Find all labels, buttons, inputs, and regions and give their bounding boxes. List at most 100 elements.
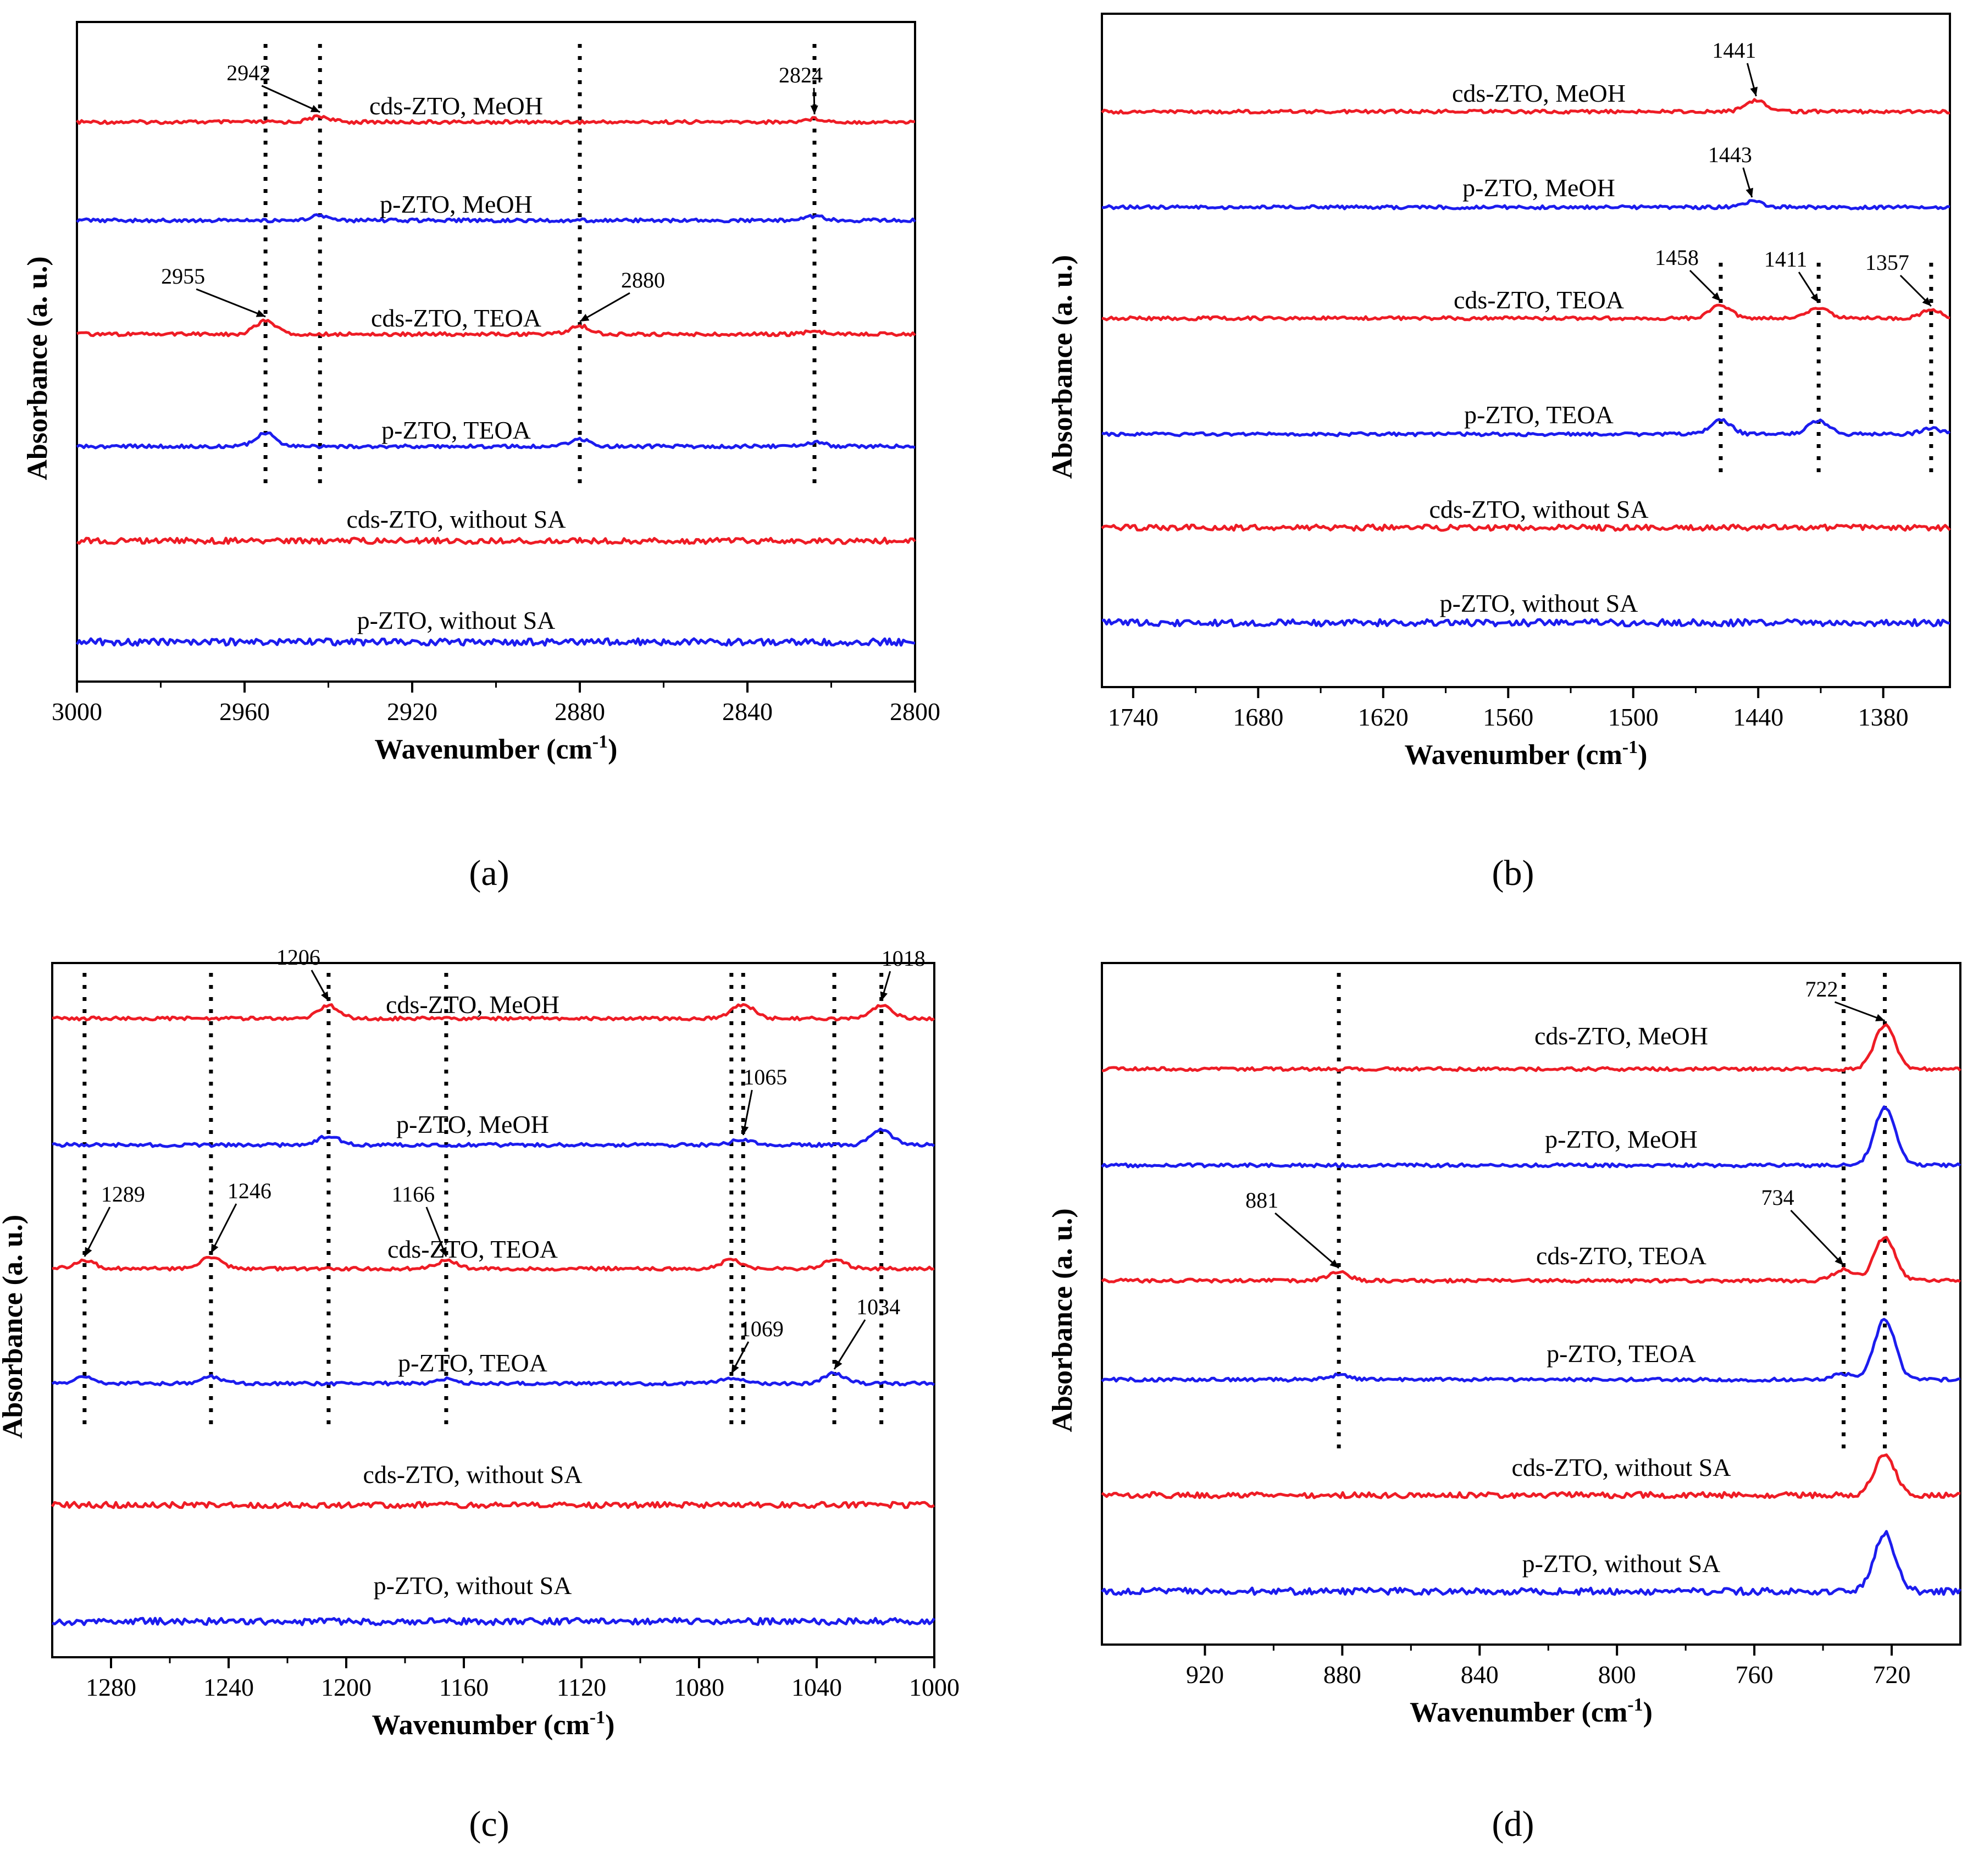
- x-tick-label: 2840: [722, 698, 773, 726]
- peak-annotation: 1069: [740, 1316, 784, 1341]
- x-axis-label: Wavenumber (cm-1): [375, 732, 618, 765]
- arrow-head: [880, 991, 888, 1001]
- peak-annotation: 2942: [226, 60, 270, 85]
- peak-annotation: 1289: [101, 1182, 145, 1207]
- spectrum-trace: [1101, 1236, 1961, 1284]
- arrow-head: [1875, 1014, 1885, 1021]
- annotation-arrow: [196, 288, 266, 318]
- spectrum-trace: [1101, 98, 1950, 115]
- annotation-arrow: [210, 1203, 237, 1254]
- trace-label: p-ZTO, MeOH: [396, 1110, 549, 1138]
- x-tick-label: 1440: [1733, 703, 1783, 731]
- arrow-head: [1810, 293, 1819, 303]
- arrow-head: [310, 105, 320, 112]
- peak-annotation: 1018: [882, 946, 925, 971]
- x-tick-label: 1740: [1108, 703, 1159, 731]
- y-axis-label: Absorbance (a. u.): [22, 256, 53, 480]
- spectrum-trace: [52, 1003, 935, 1022]
- spectrum-trace: [1101, 618, 1950, 628]
- panel-d: 920 880 840 800 760 720 Wavenumber (cm-1) Absor…: [1047, 962, 1962, 1844]
- x-axis-label: Wavenumber (cm-1): [1410, 1695, 1653, 1728]
- arrow-head: [580, 313, 590, 322]
- panel-a: 3000 2960 2920 2880 2840 2800 Wavenumber (cm-1…: [22, 21, 940, 893]
- trace-label: p-ZTO, without SA: [357, 606, 556, 634]
- spectrum-trace: [76, 536, 916, 545]
- y-axis-label: Absorbance (a. u.): [1047, 1208, 1078, 1432]
- peak-annotation: 1246: [228, 1178, 271, 1203]
- trace-label: cds-ZTO, without SA: [346, 505, 566, 533]
- peak-annotation: 1441: [1712, 38, 1756, 63]
- x-axis-label: Wavenumber (cm-1): [1405, 737, 1648, 771]
- y-axis-label: Absorbance (a. u.): [0, 1215, 29, 1438]
- panel-caption: (c): [469, 1804, 509, 1844]
- x-tick-label: 1000: [909, 1673, 960, 1701]
- x-tick-label: 2960: [219, 698, 270, 726]
- spectrum-trace: [1101, 1023, 1961, 1072]
- x-tick-label: 920: [1186, 1661, 1224, 1689]
- annotation-arrow: [1835, 1001, 1886, 1022]
- arrow-head: [1745, 187, 1754, 197]
- annotation-arrow: [84, 1207, 111, 1257]
- x-tick-label: 1560: [1483, 703, 1533, 731]
- spectrum-trace: [76, 213, 916, 224]
- trace-label: cds-ZTO, without SA: [363, 1460, 582, 1488]
- trace-label: p-ZTO, MeOH: [1545, 1125, 1698, 1153]
- trace-label: p-ZTO, without SA: [1522, 1550, 1721, 1578]
- trace-label: p-ZTO, MeOH: [1462, 174, 1615, 202]
- trace-label: p-ZTO, MeOH: [380, 190, 533, 218]
- spectrum-trace: [1101, 1453, 1961, 1499]
- trace-label: cds-ZTO, MeOH: [1452, 79, 1626, 107]
- peak-annotation: 1357: [1865, 250, 1909, 275]
- annotation-arrow: [579, 292, 630, 323]
- spectrum-trace: [1101, 1530, 1962, 1596]
- x-tick-label: 2920: [387, 698, 437, 726]
- spectrum-trace: [1101, 1105, 1961, 1169]
- peak-annotation: 881: [1245, 1188, 1278, 1213]
- spectrum-trace: [75, 637, 916, 647]
- x-tick-label: 1120: [557, 1673, 606, 1701]
- peak-annotation: 1065: [743, 1065, 787, 1089]
- spectrum-trace: [1101, 1318, 1961, 1383]
- spectrum-trace: [1101, 303, 1950, 322]
- spectrum-trace: [52, 1256, 935, 1272]
- trace-label: cds-ZTO, TEOA: [1454, 286, 1624, 314]
- spectrum-trace: [52, 1617, 936, 1626]
- panel-caption: (a): [469, 853, 509, 893]
- trace-label: cds-ZTO, MeOH: [386, 990, 559, 1019]
- x-tick-label: 1620: [1358, 703, 1409, 731]
- trace-label: cds-ZTO, MeOH: [369, 92, 543, 120]
- x-tick-label: 1080: [674, 1673, 724, 1701]
- arrow-head: [439, 1247, 447, 1257]
- spectrum-trace: [1101, 523, 1951, 532]
- spectrum-trace: [1101, 199, 1950, 211]
- peak-annotation: 1206: [276, 945, 320, 970]
- trace-label: p-ZTO, without SA: [374, 1571, 572, 1600]
- spectrum-trace: [51, 1371, 935, 1387]
- peak-annotation: 1034: [856, 1294, 900, 1319]
- trace-label: cds-ZTO, without SA: [1511, 1453, 1731, 1481]
- x-tick-label: 2800: [890, 698, 940, 726]
- arrow-head: [1711, 292, 1721, 301]
- panel-caption: (d): [1492, 1804, 1534, 1844]
- y-axis-label: Absorbance (a. u.): [1047, 255, 1078, 479]
- trace-label: p-ZTO, TEOA: [381, 416, 531, 444]
- peak-annotation: 734: [1761, 1185, 1794, 1210]
- peak-annotation: 2824: [779, 63, 823, 87]
- peak-annotation: 2955: [161, 264, 205, 289]
- arrow-head: [1329, 1259, 1339, 1268]
- arrow-head: [210, 1243, 219, 1253]
- trace-label: cds-ZTO, TEOA: [1536, 1242, 1706, 1270]
- x-tick-label: 800: [1598, 1661, 1636, 1689]
- trace-label: p-ZTO, TEOA: [1464, 401, 1614, 429]
- x-tick-label: 880: [1323, 1661, 1361, 1689]
- spectrum-trace: [76, 318, 916, 337]
- trace-label: cds-ZTO, without SA: [1429, 495, 1648, 523]
- arrow-head: [84, 1247, 92, 1257]
- x-tick-label: 1240: [203, 1673, 254, 1701]
- peak-annotation: 1411: [1764, 247, 1808, 272]
- plot-frame: [51, 962, 935, 1658]
- trace-label: cds-ZTO, MeOH: [1534, 1022, 1708, 1050]
- x-tick-label: 760: [1736, 1661, 1774, 1689]
- arrow-head: [731, 1364, 739, 1374]
